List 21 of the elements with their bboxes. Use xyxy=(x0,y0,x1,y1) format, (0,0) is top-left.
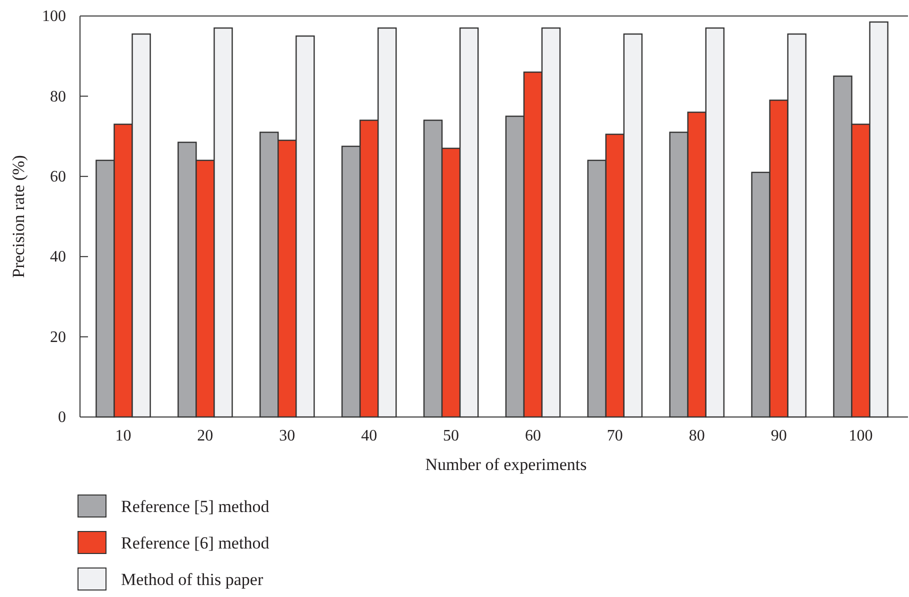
y-tick-label: 0 xyxy=(58,409,66,426)
legend-label: Reference [6] method xyxy=(121,534,270,552)
x-tick-label: 70 xyxy=(606,427,623,444)
x-tick-label: 50 xyxy=(443,427,460,444)
x-tick-label: 10 xyxy=(115,427,132,444)
x-tick-label: 60 xyxy=(524,427,541,444)
x-tick-label: 90 xyxy=(770,427,787,444)
x-tick-label: 20 xyxy=(197,427,214,444)
x-tick-label: 40 xyxy=(361,427,378,444)
y-tick-label: 60 xyxy=(50,168,66,186)
y-tick-label: 40 xyxy=(50,248,66,266)
legend-label: Reference [5] method xyxy=(121,497,270,516)
y-axis-title: Precision rate (%) xyxy=(9,155,28,278)
x-axis-title: Number of experiments xyxy=(425,455,587,474)
y-tick-label: 100 xyxy=(42,8,66,26)
x-tick-label: 100 xyxy=(848,427,873,444)
x-tick-label: 80 xyxy=(688,427,705,444)
y-tick-label: 80 xyxy=(50,88,66,106)
legend-label: Method of this paper xyxy=(121,570,264,589)
y-tick-label: 20 xyxy=(50,328,66,346)
x-tick-label: 30 xyxy=(279,427,296,444)
